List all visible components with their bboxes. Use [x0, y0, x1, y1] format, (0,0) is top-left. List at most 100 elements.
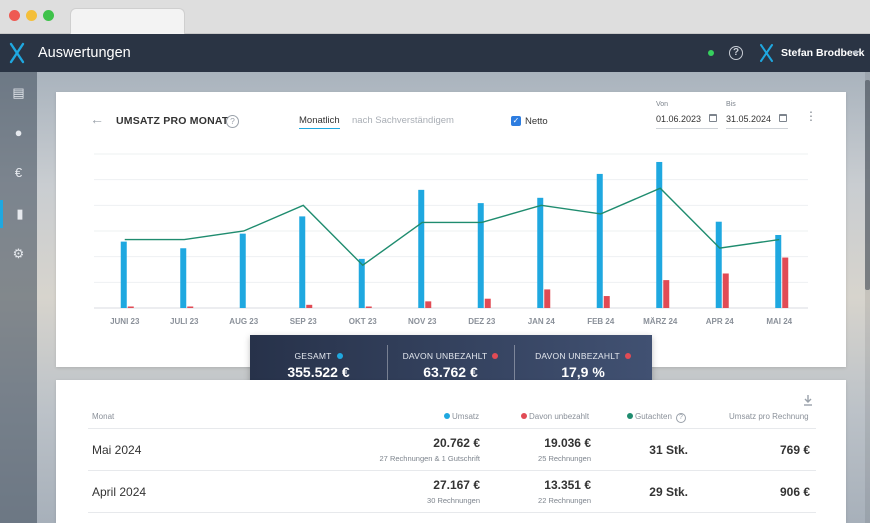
legend-dot-unpaid — [521, 412, 527, 419]
sidebar-item-settings[interactable]: ⚙ — [0, 240, 37, 268]
close-window-button[interactable] — [9, 10, 20, 21]
summary-label: DAVON UNBEZAHLT — [402, 351, 488, 361]
table-cell-month[interactable]: April 2024 — [92, 485, 147, 499]
table-cell-per-invoice: 769 € — [779, 443, 810, 457]
document-icon: ▤ — [12, 85, 25, 100]
column-header-label: Umsatz — [452, 412, 480, 421]
calendar-icon[interactable] — [709, 114, 717, 122]
bar-chart-icon: ▮ — [16, 206, 24, 221]
summary-unpaid-percent: DAVON UNBEZAHLT 17,9 % — [514, 335, 652, 396]
browser-chrome — [0, 0, 870, 35]
tab-by-expert[interactable]: nach Sachverständigem — [352, 115, 454, 126]
unpaid-bar — [127, 306, 134, 308]
user-menu-name[interactable]: Stefan Brodbeck — [781, 47, 865, 59]
sidebar-item-documents[interactable]: ▤ — [0, 79, 37, 107]
x-axis-tick-label: MÄRZ 24 — [643, 317, 678, 326]
table-cell-unpaid: 19.036 € — [544, 436, 591, 450]
monthly-table-card: Monat Umsatz Davon unbezahlt Gutachten? … — [56, 380, 846, 523]
unpaid-bar — [722, 273, 729, 308]
legend-dot-unpaid — [624, 352, 631, 359]
netto-label: Netto — [525, 116, 548, 127]
x-axis-tick-label: JULI 23 — [170, 317, 199, 326]
page-scrollbar-thumb[interactable] — [865, 80, 870, 290]
from-date-label: Von — [656, 101, 669, 108]
netto-checkbox[interactable]: ✓ — [511, 116, 521, 126]
revenue-bar — [715, 221, 722, 308]
chart-title: UMSATZ PRO MONAT — [116, 115, 229, 127]
calendar-icon[interactable] — [779, 114, 787, 122]
x-axis-tick-label: JAN 24 — [528, 317, 556, 326]
app-header: Auswertungen ? Stefan Brodbeck — [0, 34, 870, 72]
chevron-down-icon[interactable] — [852, 51, 860, 55]
column-header-per-invoice[interactable]: Umsatz pro Rechnung — [729, 412, 809, 421]
unpaid-bar — [603, 296, 610, 308]
x-axis-tick-label: OKT 23 — [349, 317, 378, 326]
table-cell-revenue: 27.167 € — [433, 478, 480, 492]
minimize-window-button[interactable] — [26, 10, 37, 21]
column-header-revenue[interactable]: Umsatz — [444, 412, 479, 421]
sidebar-item-contacts[interactable]: ● — [0, 119, 37, 147]
x-axis-tick-label: APR 24 — [706, 317, 735, 326]
download-icon[interactable] — [803, 394, 813, 406]
euro-icon: € — [14, 165, 23, 180]
from-date-underline — [656, 128, 718, 129]
to-date-label: Bis — [726, 101, 736, 108]
table-cell-month[interactable]: Mai 2024 — [92, 443, 142, 457]
sidebar-item-reports[interactable]: ▮ — [0, 200, 37, 228]
back-arrow-icon[interactable]: ← — [90, 111, 104, 127]
revenue-chart: JUNI 23 JULI 23 AUG 23 SEP 23 OKT 23 NOV 23 DE… — [94, 153, 808, 326]
table-divider — [88, 428, 816, 429]
page-scrollbar-track[interactable] — [865, 72, 870, 523]
table-cell-per-invoice: 906 € — [779, 485, 810, 499]
legend-dot-unpaid — [492, 352, 499, 359]
table-divider — [88, 512, 816, 513]
revenue-bar — [537, 197, 544, 308]
x-axis-tick-label: MAI 24 — [766, 317, 792, 326]
x-axis-tick-label: JUNI 23 — [110, 317, 140, 326]
column-header-reports[interactable]: Gutachten? — [627, 412, 686, 423]
to-date-field[interactable]: 31.05.2024 — [726, 114, 772, 124]
unpaid-bar — [484, 298, 491, 308]
table-divider — [88, 470, 816, 471]
unpaid-bar — [306, 304, 313, 308]
revenue-bar — [418, 189, 425, 308]
browser-tab[interactable] — [70, 8, 185, 35]
summary-value: 355.522 € — [287, 364, 350, 380]
summary-unpaid: DAVON UNBEZAHLT 63.762 € — [387, 335, 514, 396]
user-logo-icon — [760, 44, 773, 62]
table-cell-unpaid: 13.351 € — [544, 478, 591, 492]
column-header-unpaid[interactable]: Davon unbezahlt — [521, 412, 589, 421]
column-header-month[interactable]: Monat — [92, 412, 115, 421]
table-cell-revenue-note: 30 Rechnungen — [427, 496, 480, 505]
table-cell-revenue: 20.762 € — [433, 436, 480, 450]
unpaid-bar — [187, 306, 194, 308]
revenue-bar — [477, 203, 484, 308]
x-axis-tick-label: FEB 24 — [587, 317, 615, 326]
from-date-field[interactable]: 01.06.2023 — [656, 114, 702, 124]
sidebar — [0, 72, 37, 523]
summary-value: 63.762 € — [423, 364, 478, 380]
info-icon[interactable]: ? — [226, 115, 239, 128]
person-icon: ● — [14, 125, 23, 140]
sidebar-item-finance[interactable]: € — [0, 159, 37, 187]
tab-monthly[interactable]: Monatlich — [299, 115, 340, 129]
unpaid-bar — [365, 306, 372, 308]
help-icon[interactable]: ? — [729, 46, 743, 60]
unpaid-bar — [782, 257, 789, 308]
summary-total: GESAMT 355.522 € — [250, 335, 387, 396]
summary-divider — [514, 345, 515, 386]
revenue-bar — [656, 161, 663, 308]
unpaid-bar — [425, 301, 432, 308]
legend-dot-revenue — [336, 352, 343, 359]
app-logo[interactable] — [8, 41, 26, 65]
x-axis-tick-label: NOV 23 — [408, 317, 437, 326]
legend-dot-reports — [627, 412, 633, 419]
summary-value: 17,9 % — [561, 364, 605, 380]
revenue-bar — [596, 173, 603, 308]
to-date-underline — [726, 128, 788, 129]
maximize-window-button[interactable] — [43, 10, 54, 21]
table-cell-revenue-note: 27 Rechnungen & 1 Gutschrift — [379, 454, 480, 463]
info-icon[interactable]: ? — [675, 413, 686, 423]
revenue-bar — [239, 233, 246, 308]
page-title: Auswertungen — [38, 45, 131, 61]
